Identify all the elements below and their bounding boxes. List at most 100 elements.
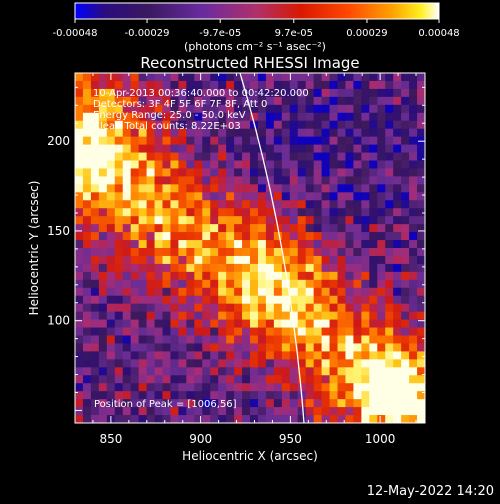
heatmap-cell: [377, 343, 386, 352]
heatmap-cell: [393, 303, 402, 313]
heatmap-cell: [202, 319, 211, 329]
heatmap-cell: [178, 263, 187, 273]
heatmap-cell: [178, 319, 187, 329]
heatmap-cell: [234, 248, 243, 257]
heatmap-cell: [98, 80, 108, 90]
heatmap-cell: [329, 208, 339, 217]
heatmap-cell: [218, 240, 227, 249]
heatmap-cell: [114, 391, 124, 400]
heatmap-cell: [273, 287, 283, 297]
heatmap-cell: [75, 216, 84, 225]
heatmap-cell: [297, 375, 307, 384]
heatmap-cell: [242, 128, 251, 138]
heatmap-cell: [385, 112, 394, 122]
heatmap-cell: [417, 279, 425, 289]
heatmap-cell: [337, 120, 347, 130]
heatmap-cell: [226, 192, 235, 201]
heatmap-cell: [114, 216, 124, 225]
heatmap-cell: [130, 271, 140, 281]
heatmap-cell: [417, 160, 425, 170]
heatmap-cell: [122, 128, 132, 138]
heatmap-cell: [409, 240, 418, 249]
heatmap-cell: [186, 255, 195, 265]
heatmap-cell: [417, 200, 425, 209]
heatmap-cell: [297, 407, 307, 416]
heatmap-cell: [234, 176, 243, 185]
heatmap-cell: [417, 303, 425, 313]
heatmap-cell: [130, 232, 140, 241]
heatmap-cell: [345, 311, 354, 321]
heatmap-cell: [289, 168, 299, 177]
heatmap-cell: [226, 399, 235, 408]
heatmap-cell: [369, 192, 378, 201]
heatmap-cell: [138, 383, 148, 392]
heatmap-cell: [122, 279, 132, 289]
heatmap-cell: [353, 399, 362, 408]
heatmap-cell: [385, 184, 394, 193]
heatmap-cell: [329, 152, 339, 162]
heatmap-cell: [337, 73, 347, 82]
heatmap-cell: [146, 287, 156, 297]
heatmap-cell: [361, 216, 370, 225]
heatmap-cell: [377, 359, 386, 368]
heatmap-cell: [186, 279, 195, 289]
heatmap-cell: [393, 176, 402, 185]
heatmap-cell: [146, 407, 156, 416]
heatmap-cell: [409, 144, 418, 154]
heatmap-cell: [321, 128, 331, 138]
heatmap-cell: [122, 335, 132, 345]
heatmap-cell: [138, 271, 148, 281]
heatmap-cell: [377, 255, 386, 265]
heatmap-cell: [202, 136, 211, 146]
heatmap-cell: [353, 279, 362, 289]
heatmap-cell: [234, 383, 243, 392]
heatmap-cell: [409, 232, 418, 241]
y-axis-label: Heliocentric Y (arcsec): [27, 181, 41, 316]
heatmap-cell: [242, 224, 251, 233]
heatmap-cell: [409, 200, 418, 209]
heatmap-cell: [178, 351, 187, 360]
heatmap-cell: [401, 303, 410, 313]
heatmap-cell: [82, 303, 92, 313]
heatmap-cell: [162, 407, 172, 416]
heatmap-cell: [313, 303, 323, 313]
heatmap-cell: [106, 112, 116, 122]
heatmap-cell: [345, 208, 354, 217]
heatmap-cell: [202, 407, 211, 416]
heatmap-cell: [297, 144, 307, 154]
heatmap-cell: [146, 200, 156, 209]
heatmap-cell: [218, 271, 227, 281]
heatmap-cell: [170, 367, 179, 376]
heatmap-cell: [377, 216, 386, 225]
heatmap-cell: [257, 335, 267, 345]
heatmap-cell: [361, 367, 370, 376]
heatmap-cell: [393, 367, 402, 376]
heatmap-cell: [305, 407, 315, 416]
heatmap-cell: [178, 399, 187, 408]
heatmap-cell: [75, 73, 84, 82]
heatmap-cell: [297, 216, 307, 225]
heatmap-cell: [138, 351, 148, 360]
heatmap-cell: [401, 200, 410, 209]
heatmap-cell: [170, 399, 179, 408]
heatmap-cell: [122, 351, 132, 360]
heatmap-cell: [393, 295, 402, 305]
heatmap-cell: [289, 200, 299, 209]
heatmap-cell: [313, 104, 323, 114]
heatmap-cell: [226, 271, 235, 281]
heatmap-cell: [178, 168, 187, 177]
heatmap-cell: [329, 176, 339, 185]
heatmap-cell: [162, 375, 172, 384]
heatmap-cell: [281, 128, 291, 138]
heatmap-cell: [393, 80, 402, 90]
heatmap-cell: [401, 383, 410, 392]
heatmap-cell: [114, 263, 124, 273]
heatmap-cell: [265, 263, 275, 273]
heatmap-cell: [409, 255, 418, 265]
heatmap-cell: [226, 136, 235, 146]
footer-timestamp: 12-May-2022 14:20: [367, 484, 494, 499]
heatmap-cell: [417, 255, 425, 265]
heatmap-cell: [218, 383, 227, 392]
heatmap-cell: [218, 96, 227, 106]
heatmap-cell: [218, 407, 227, 416]
